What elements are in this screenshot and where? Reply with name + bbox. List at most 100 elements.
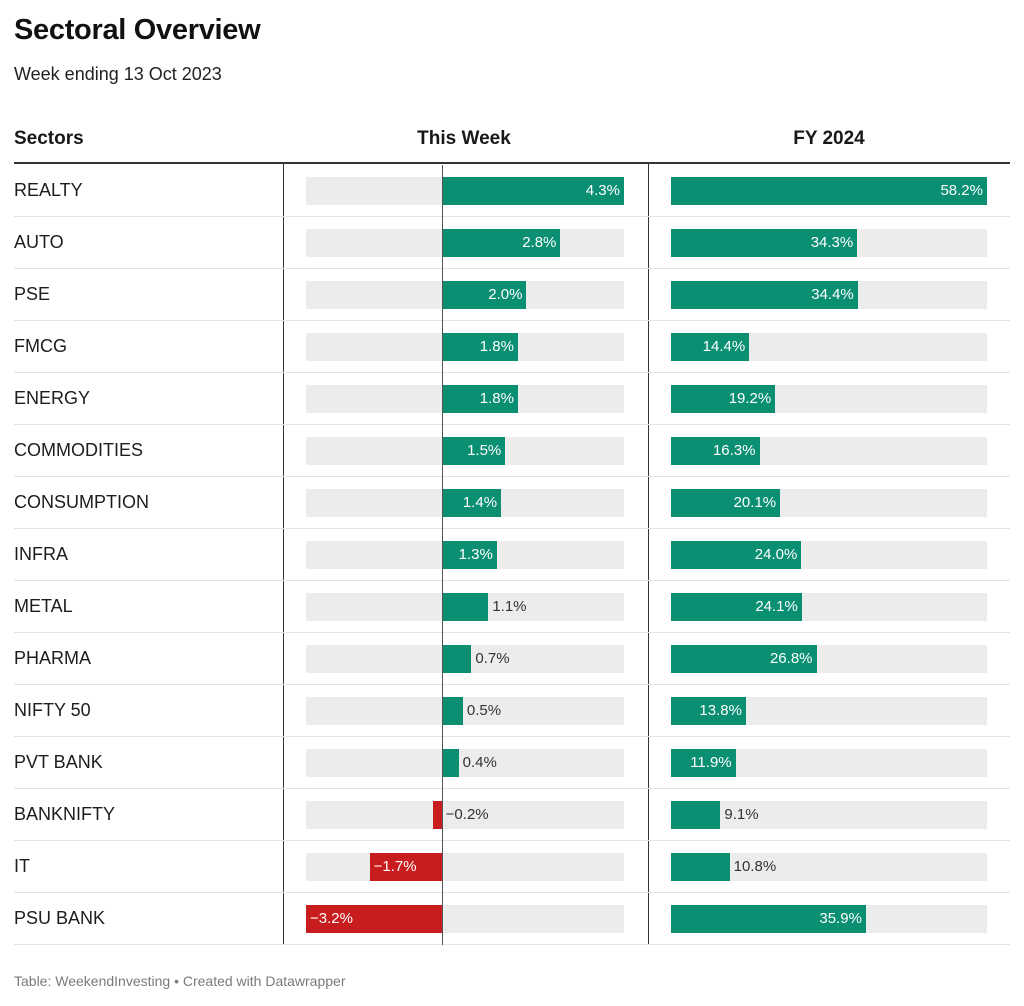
sector-name: FMCG [14, 336, 67, 356]
week-bar-track: 1.4% [306, 489, 624, 517]
sector-name: PHARMA [14, 648, 92, 668]
week-bar-track: 2.0% [306, 281, 624, 309]
data-table: REALTY 4.3% 58.2% AUTO 2.8% 34.3% PSE 2.0% 34.4%… [14, 165, 1010, 945]
week-value-label: 4.3% [585, 182, 620, 199]
column-divider-fy [648, 164, 649, 945]
table-row: INFRA 1.3% 24.0% [14, 529, 1010, 581]
table-row: AUTO 2.8% 34.3% [14, 217, 1010, 269]
chart-subtitle: Week ending 13 Oct 2023 [14, 64, 222, 84]
week-bar-track: 0.4% [306, 749, 624, 777]
table-row: PVT BANK 0.4% 11.9% [14, 737, 1010, 789]
sector-name: IT [14, 856, 30, 876]
week-bar-track: 1.8% [306, 385, 624, 413]
week-bar-track: 1.8% [306, 333, 624, 361]
sector-name: ENERGY [14, 388, 91, 408]
week-bar [369, 853, 442, 881]
week-bar-track: 0.7% [306, 645, 624, 673]
table-row: REALTY 4.3% 58.2% [14, 165, 1010, 217]
week-bar-track: −1.7% [306, 853, 624, 881]
week-bar [441, 541, 497, 569]
fy-bar [671, 437, 760, 465]
sector-name: PSU BANK [14, 908, 106, 928]
table-row: PSE 2.0% 34.4% [14, 269, 1010, 321]
week-value-label: 2.0% [488, 286, 523, 303]
fy-value-label: 11.9% [690, 754, 732, 771]
fy-bar-track: 13.8% [671, 697, 987, 725]
fy-value-label: 10.8% [733, 858, 777, 875]
table-header: Sectors This Week FY 2024 [14, 122, 1010, 164]
week-bar [441, 281, 527, 309]
fy-bar [671, 541, 802, 569]
fy-bar-track: 58.2% [671, 177, 987, 205]
fy-bar-track: 11.9% [671, 749, 987, 777]
table-row: PHARMA 0.7% 26.8% [14, 633, 1010, 685]
fy-value-label: 14.4% [702, 338, 746, 355]
week-bar [441, 593, 489, 621]
week-bar [441, 489, 502, 517]
sector-name: BANKNIFTY [14, 804, 116, 824]
fy-bar [671, 749, 736, 777]
sector-name: COMMODITIES [14, 440, 143, 460]
week-bar-track: −3.2% [306, 905, 624, 933]
fy-bar-track: 10.8% [671, 853, 987, 881]
fy-value-label: 26.8% [769, 650, 813, 667]
column-header-sectors[interactable]: Sectors [14, 128, 84, 149]
fy-bar [671, 177, 987, 205]
week-bar-track: 4.3% [306, 177, 624, 205]
week-bar [441, 645, 472, 673]
fy-bar-track: 24.0% [671, 541, 987, 569]
fy-value-label: 20.1% [733, 494, 777, 511]
fy-value-label: 13.8% [699, 702, 742, 719]
source-credit: Table: WeekendInvesting • Created with D… [14, 973, 346, 989]
column-header-this-week[interactable]: This Week [417, 128, 511, 149]
table-row: NIFTY 50 0.5% 13.8% [14, 685, 1010, 737]
chart-title: Sectoral Overview [14, 14, 261, 46]
week-bar [441, 749, 459, 777]
fy-bar [671, 229, 858, 257]
fy-bar [671, 853, 730, 881]
week-bar-track: 2.8% [306, 229, 624, 257]
fy-bar [671, 645, 817, 673]
week-value-label: 1.8% [479, 338, 514, 355]
fy-bar-track: 35.9% [671, 905, 987, 933]
sector-name: NIFTY 50 [14, 700, 91, 720]
week-value-label: 0.7% [475, 650, 510, 667]
fy-value-label: 35.9% [819, 910, 862, 927]
week-value-label: −3.2% [310, 910, 353, 927]
fy-bar-track: 16.3% [671, 437, 987, 465]
sector-name: REALTY [14, 180, 83, 200]
table-row: METAL 1.1% 24.1% [14, 581, 1010, 633]
week-bar [441, 697, 463, 725]
week-value-label: 1.4% [462, 494, 498, 511]
column-header-fy-2024[interactable]: FY 2024 [793, 128, 865, 149]
fy-value-label: 24.0% [754, 546, 798, 563]
week-bar [441, 177, 624, 205]
table-row: BANKNIFTY −0.2% 9.1% [14, 789, 1010, 841]
week-bar-track: 1.1% [306, 593, 624, 621]
sector-name: METAL [14, 596, 73, 616]
week-bar-track: 1.5% [306, 437, 624, 465]
fy-value-label: 34.3% [810, 234, 854, 251]
week-bar-track: 0.5% [306, 697, 624, 725]
fy-bar [671, 905, 866, 933]
fy-bar [671, 697, 746, 725]
week-bar-track: −0.2% [306, 801, 624, 829]
table-row: COMMODITIES 1.5% 16.3% [14, 425, 1010, 477]
fy-value-label: 16.3% [712, 442, 756, 459]
week-bar [433, 801, 442, 829]
week-value-label: −1.7% [373, 858, 417, 875]
fy-bar-track: 9.1% [671, 801, 987, 829]
week-bar [441, 229, 561, 257]
week-bar [441, 385, 518, 413]
fy-bar [671, 385, 776, 413]
sector-name: INFRA [14, 544, 68, 564]
fy-value-label: 9.1% [724, 806, 759, 823]
fy-bar [671, 333, 750, 361]
week-zero-line [441, 165, 443, 945]
fy-bar [671, 801, 721, 829]
week-value-label: 0.5% [466, 702, 502, 719]
fy-bar-track: 20.1% [671, 489, 987, 517]
sector-name: PVT BANK [14, 752, 103, 772]
week-bar [306, 905, 442, 933]
week-value-label: −0.2% [445, 806, 489, 823]
